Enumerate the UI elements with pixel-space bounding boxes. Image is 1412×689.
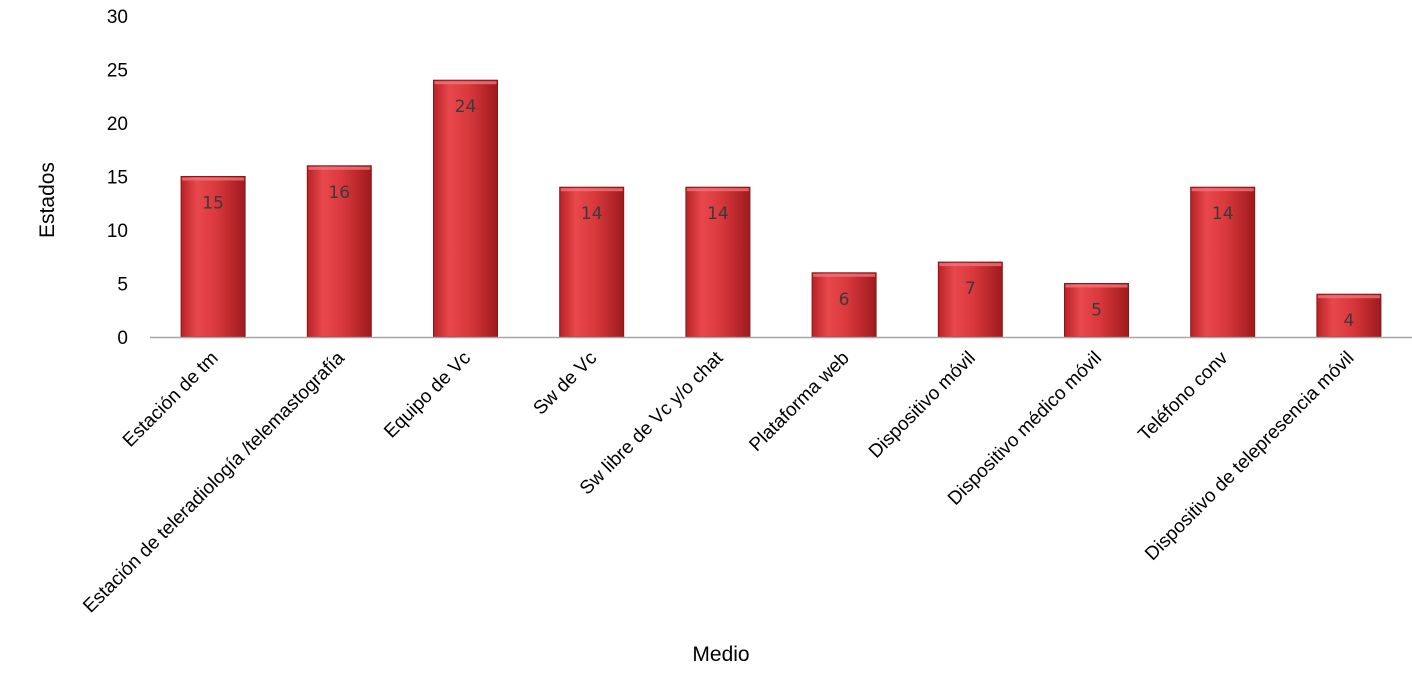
bar xyxy=(559,186,625,338)
bar-group: 24 xyxy=(433,79,498,338)
x-category-label: Sw libre de Vc y/o chat xyxy=(576,347,728,499)
bar-group: 14 xyxy=(685,186,751,338)
bar-group: 14 xyxy=(559,186,625,338)
bar xyxy=(1064,283,1129,338)
bar-group: 14 xyxy=(1190,186,1256,338)
x-category-label: Estación de teleradiología /telemastogra… xyxy=(79,347,349,617)
bar-data-label: 7 xyxy=(965,279,976,299)
bar-top-highlight xyxy=(1065,284,1128,288)
bar-top-highlight xyxy=(1317,295,1380,299)
bar-group: 6 xyxy=(811,272,877,338)
y-axis-ticks: 0 5 10 15 20 25 30 xyxy=(107,7,128,349)
bar-top-highlight xyxy=(686,188,749,192)
x-category-label: Dispositivo de telepresencia móvil xyxy=(1141,348,1358,565)
bar-data-label: 5 xyxy=(1091,301,1102,321)
bar-group: 16 xyxy=(306,165,372,338)
bar-top-highlight xyxy=(560,188,623,192)
bar-data-label: 24 xyxy=(455,97,477,117)
bar-data-label: 6 xyxy=(839,290,850,310)
bar-data-label: 15 xyxy=(202,194,224,214)
bar-top-highlight xyxy=(182,177,245,181)
bar-data-label: 14 xyxy=(1212,204,1234,224)
x-category-label: Dispositivo móvil xyxy=(865,348,980,463)
bar-group: 4 xyxy=(1316,293,1382,338)
x-category-label: Plataforma web xyxy=(745,348,853,456)
bar-top-highlight xyxy=(1191,188,1254,192)
y-axis-title: Estados xyxy=(36,162,59,238)
bar-top-highlight xyxy=(939,263,1002,267)
bar-group: 7 xyxy=(937,261,1003,338)
y-tick-label: 30 xyxy=(107,7,128,28)
bar-data-label: 14 xyxy=(707,204,729,224)
y-tick-label: 0 xyxy=(117,328,128,349)
bar-data-label: 14 xyxy=(581,204,603,224)
bar xyxy=(685,186,751,338)
bar xyxy=(433,79,498,338)
bar xyxy=(1316,293,1382,338)
y-tick-label: 15 xyxy=(107,168,128,189)
bars: 15 16 24 14 14 6 7 5 14 4 xyxy=(180,79,1382,338)
bar xyxy=(180,176,246,338)
x-axis-title: Medio xyxy=(692,643,749,666)
bar xyxy=(306,165,372,338)
y-tick-label: 5 xyxy=(117,275,128,296)
bar-top-highlight xyxy=(434,81,497,85)
y-tick-label: 10 xyxy=(107,221,128,242)
bar-top-highlight xyxy=(813,273,876,277)
y-tick-label: 20 xyxy=(107,114,128,135)
bar-group: 5 xyxy=(1064,283,1129,338)
bar-data-label: 4 xyxy=(1343,311,1354,331)
x-category-label: Equipo de Vc xyxy=(380,348,475,443)
y-tick-label: 25 xyxy=(107,61,128,82)
bar-top-highlight xyxy=(308,166,371,170)
bar-data-label: 16 xyxy=(328,183,350,203)
x-category-label: Teléfono conv xyxy=(1134,347,1232,445)
bar xyxy=(937,261,1003,338)
bar-group: 15 xyxy=(180,176,246,338)
x-category-label: Estación de tm xyxy=(119,348,223,452)
x-category-label: Sw de Vc xyxy=(530,348,602,420)
